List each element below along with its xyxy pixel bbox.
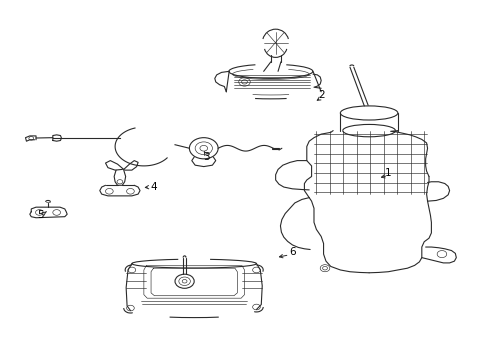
Text: 5: 5 [38, 210, 44, 220]
Text: 2: 2 [317, 90, 324, 100]
Text: 4: 4 [150, 182, 157, 192]
Text: 1: 1 [384, 168, 391, 178]
Text: 3: 3 [203, 152, 209, 162]
Text: 6: 6 [288, 247, 295, 257]
